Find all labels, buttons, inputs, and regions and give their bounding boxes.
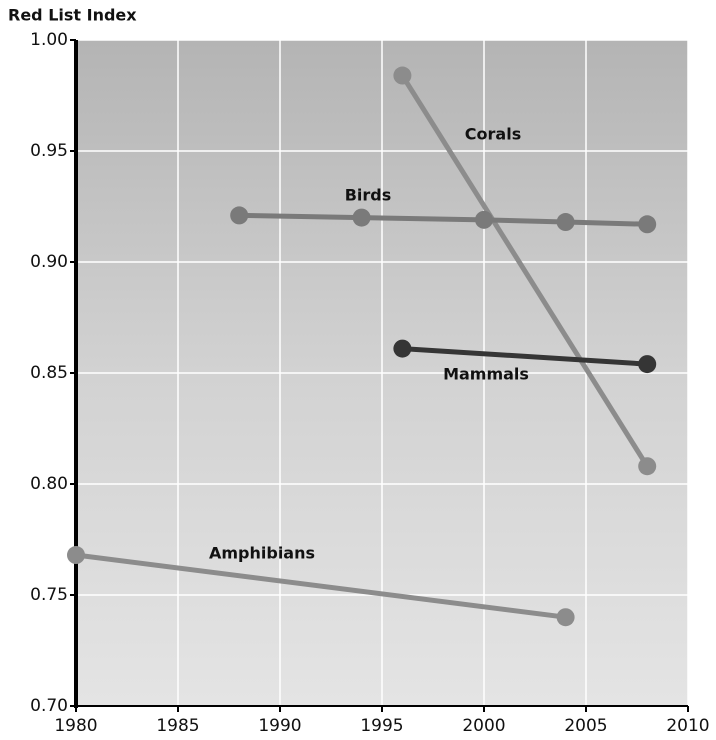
y-tick-label: 1.00 (30, 30, 68, 50)
data-point (353, 209, 371, 227)
data-point (67, 546, 85, 564)
y-tick-label: 0.90 (30, 252, 68, 272)
data-point (557, 608, 575, 626)
series-label: Amphibians (209, 544, 315, 563)
data-point (638, 355, 656, 373)
x-tick-label: 2010 (666, 716, 709, 736)
x-tick-label: 1990 (258, 716, 301, 736)
chart-title: Red List Index (8, 6, 137, 25)
data-point (393, 67, 411, 85)
y-tick-label: 0.85 (30, 363, 68, 383)
series-label: Corals (465, 125, 521, 144)
data-point (393, 340, 411, 358)
y-tick-label: 0.70 (30, 696, 68, 716)
y-tick-label: 0.80 (30, 474, 68, 494)
y-tick-label: 0.95 (30, 141, 68, 161)
y-tick-label: 0.75 (30, 585, 68, 605)
chart: Red List Index 0.70 0.75 0.80 0.85 0.90 0.95 1… (0, 0, 716, 740)
x-tick-label: 2000 (462, 716, 505, 736)
data-point (638, 215, 656, 233)
series-label: Mammals (443, 365, 529, 384)
data-point (557, 213, 575, 231)
x-tick-label: 1995 (360, 716, 403, 736)
x-tick-label: 1985 (156, 716, 199, 736)
data-point (638, 457, 656, 475)
x-tick-label: 1980 (54, 716, 97, 736)
x-tick-label: 2005 (564, 716, 607, 736)
data-point (475, 211, 493, 229)
data-point (230, 206, 248, 224)
series-label: Birds (345, 186, 392, 205)
